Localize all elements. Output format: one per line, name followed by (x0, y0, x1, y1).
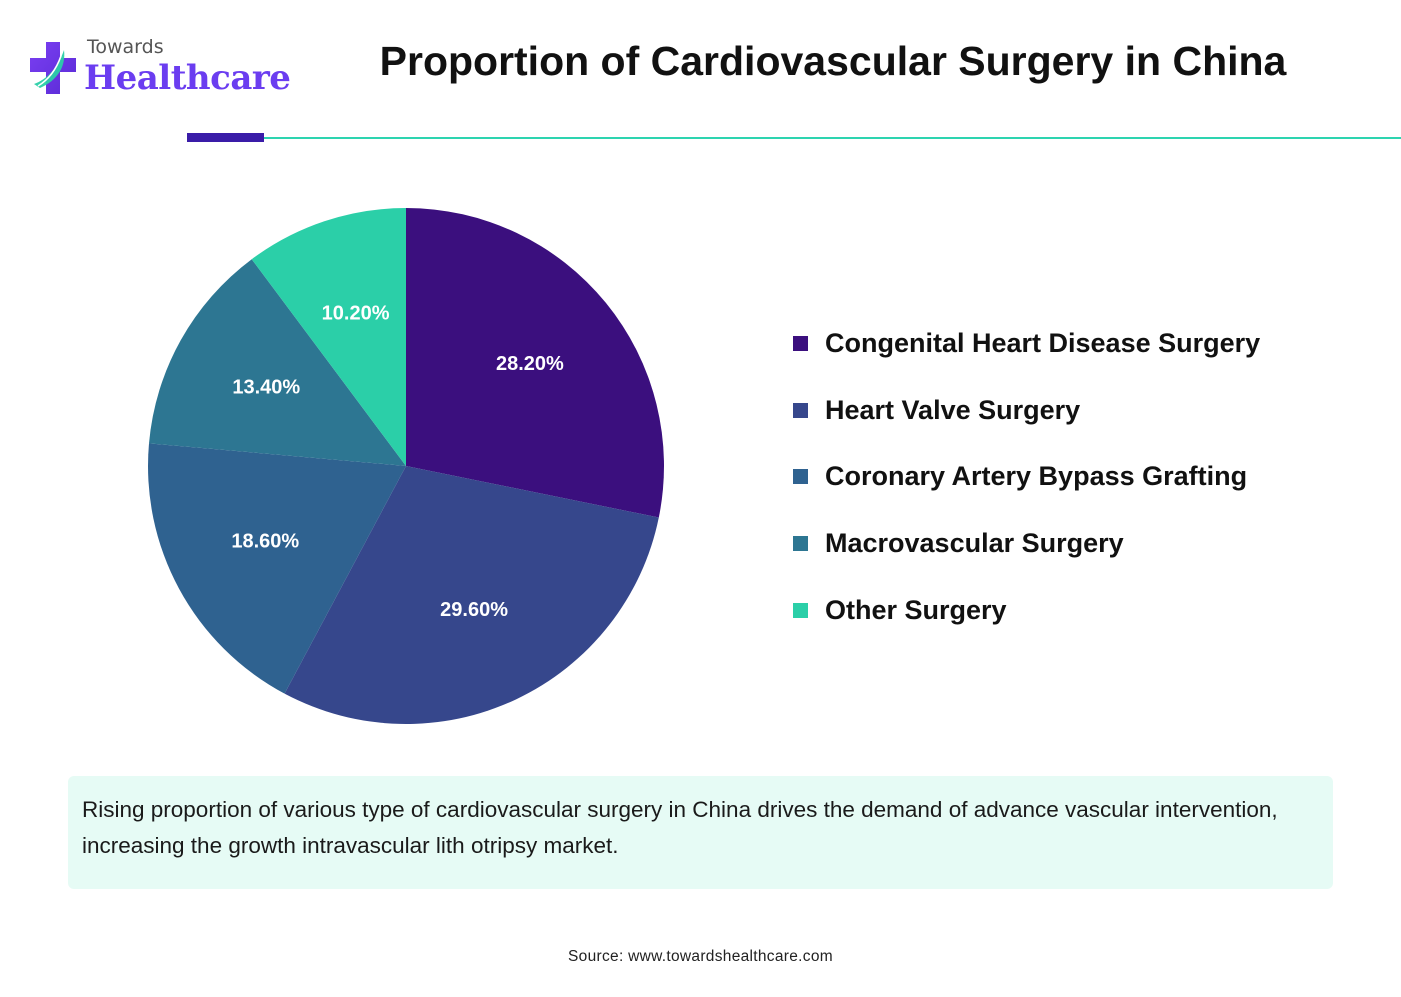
slice-data-label-4: 10.20% (322, 302, 390, 324)
legend-item-0: Congenital Heart Disease Surgery (793, 310, 1260, 377)
insight-box: Rising proportion of various type of car… (68, 776, 1333, 889)
legend-label-2: Coronary Artery Bypass Grafting (825, 461, 1248, 492)
legend-item-3: Macrovascular Surgery (793, 510, 1260, 577)
brand-logo: Towards Healthcare (28, 36, 291, 106)
pie-slice-3 (149, 259, 406, 466)
brand-name-line1: Towards (87, 36, 164, 58)
pie-chart-area: 28.20% 29.60% 18.60% 13.40% 10.20% Congenita… (0, 150, 1401, 770)
pie-slice-2 (148, 443, 407, 694)
legend-label-1: Heart Valve Surgery (825, 394, 1081, 425)
legend-item-2: Coronary Artery Bypass Grafting (793, 443, 1260, 510)
medical-cross-logo-icon (30, 42, 76, 94)
pie-chart: 28.20% 29.60% 18.60% 13.40% 10.20% (148, 208, 664, 724)
legend-swatch-1 (793, 402, 808, 418)
slice-data-label-3: 13.40% (232, 376, 300, 398)
legend-item-4: Other Surgery (793, 577, 1260, 644)
insight-text: Rising proportion of various type of car… (82, 797, 1278, 858)
slice-data-label-0: 28.20% (496, 353, 564, 375)
title-accent-bar (187, 133, 264, 142)
chart-title: Proportion of Cardiovascular Surgery in … (379, 38, 1287, 84)
pie-slice-1 (284, 466, 659, 724)
brand-name-line2: Healthcare (84, 58, 291, 98)
slice-data-label-1: 29.60% (440, 599, 508, 621)
legend-swatch-3 (793, 535, 808, 551)
legend-swatch-0 (793, 335, 808, 351)
pie-slice-4 (251, 208, 406, 466)
legend-swatch-4 (793, 602, 808, 618)
slice-data-label-2: 18.60% (231, 530, 299, 552)
legend-label-4: Other Surgery (825, 594, 1007, 625)
title-underline (264, 137, 1401, 139)
source-citation: Source: www.towardshealthcare.com (568, 948, 833, 965)
legend-swatch-2 (793, 469, 808, 485)
legend-label-0: Congenital Heart Disease Surgery (825, 327, 1261, 358)
pie-slice-0 (406, 208, 664, 518)
legend-label-3: Macrovascular Surgery (825, 527, 1124, 558)
legend-item-1: Heart Valve Surgery (793, 377, 1260, 444)
chart-legend: Congenital Heart Disease Surgery Heart Va… (793, 310, 1260, 643)
